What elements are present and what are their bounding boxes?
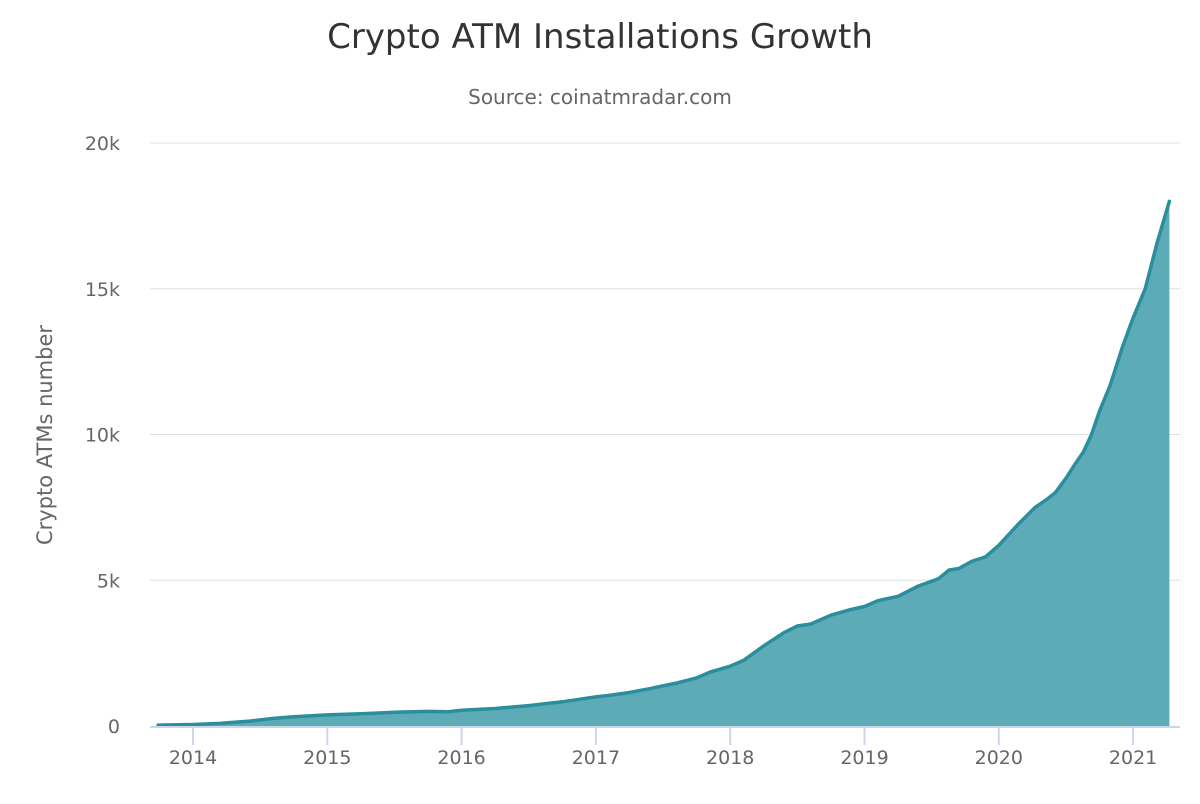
y-tick-label: 20k [85,133,120,155]
y-axis: 0 5k 10k 15k 20k [85,133,120,738]
x-tick-label: 2014 [169,747,217,769]
chart-title: Crypto ATM Installations Growth [327,17,873,57]
x-tick-label: 2017 [572,747,620,769]
x-tick-label: 2018 [706,747,754,769]
x-tick-label: 2021 [1109,747,1157,769]
y-tick-label: 5k [97,570,120,592]
y-tick-label: 15k [85,279,120,301]
y-axis-label: Crypto ATMs number [33,325,57,545]
chart-subtitle: Source: coinatmradar.com [468,85,732,109]
x-axis: 2014 2015 2016 2017 2018 2019 2020 2021 [150,726,1180,769]
y-tick-label: 10k [85,425,120,447]
x-tick-label: 2016 [437,747,485,769]
plot-area [156,199,1172,727]
x-tick-label: 2019 [840,747,888,769]
y-tick-label: 0 [108,716,120,738]
x-tick-label: 2015 [303,747,351,769]
series-line [156,199,1172,727]
x-tick-label: 2020 [975,747,1023,769]
area-fill [158,201,1170,727]
